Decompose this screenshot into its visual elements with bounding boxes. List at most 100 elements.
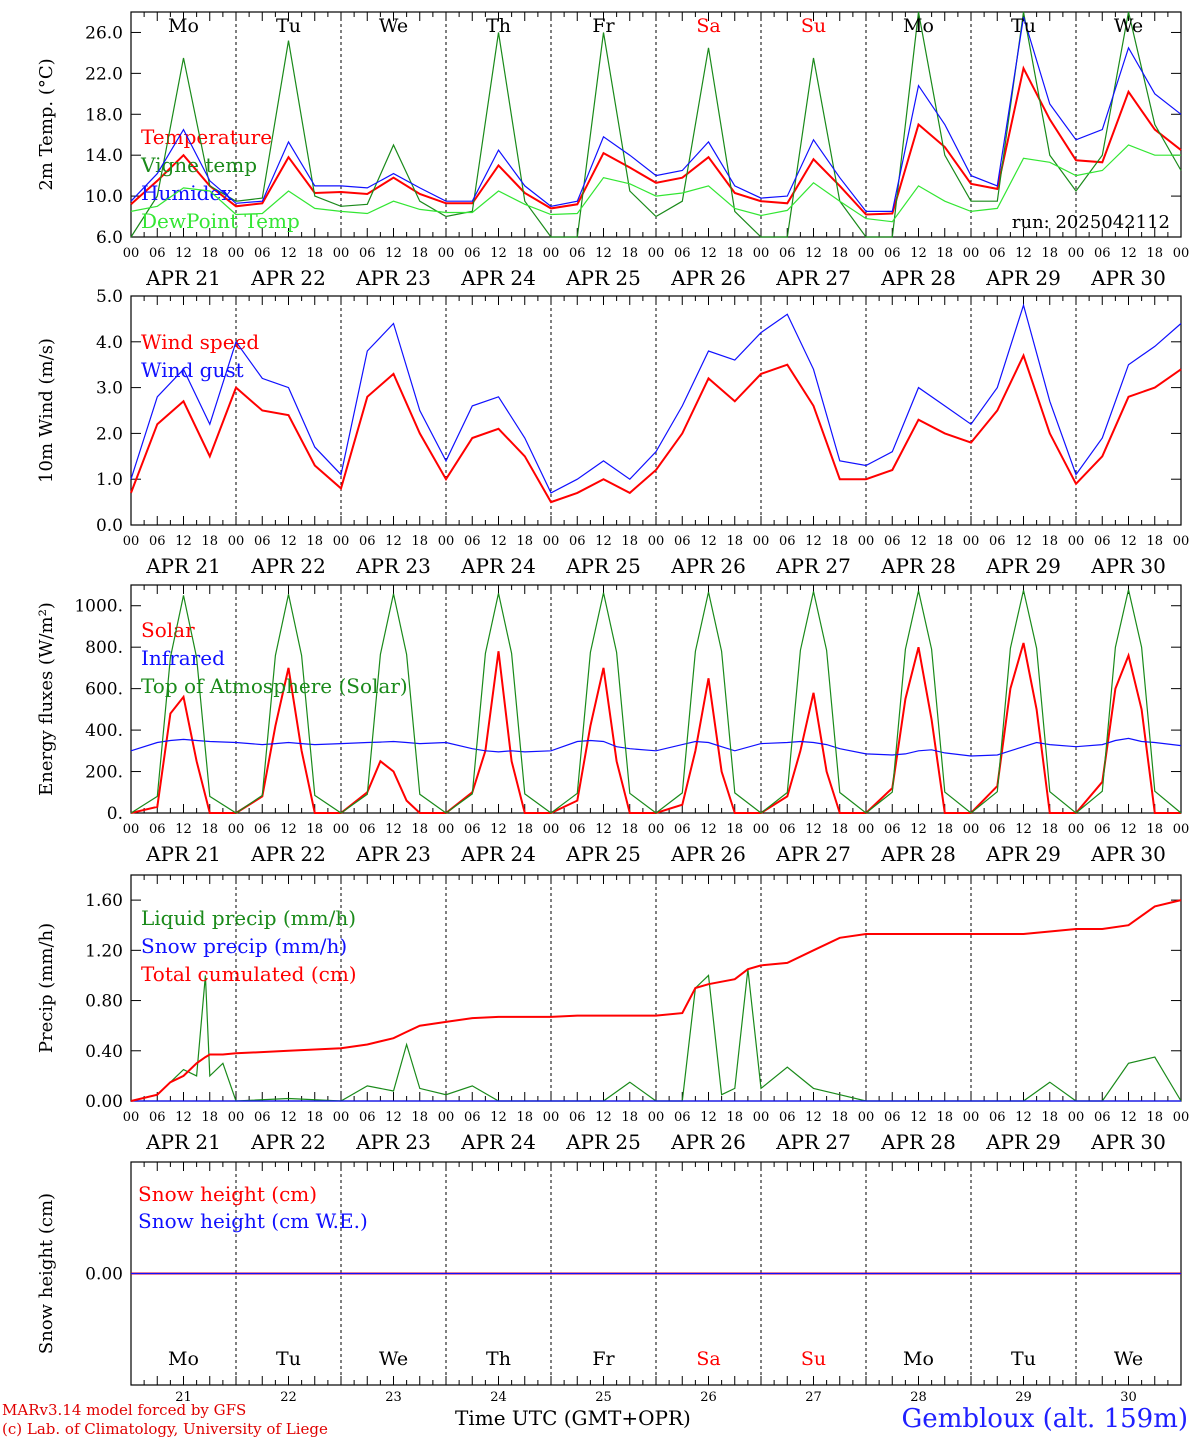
weekday-label: Mo — [168, 1348, 199, 1370]
hour-tick-label: 06 — [1094, 822, 1111, 837]
hour-tick-label: 00 — [438, 246, 455, 261]
legend-entry: Temperature — [141, 125, 272, 149]
hour-tick-label: 12 — [490, 246, 507, 261]
hour-tick-label: 12 — [175, 246, 192, 261]
hour-tick-label: 00 — [228, 246, 245, 261]
hour-tick-label: 12 — [490, 534, 507, 549]
hour-tick-label: 18 — [621, 246, 638, 261]
date-label: APR 30 — [1090, 554, 1166, 578]
day-number-label: 22 — [280, 1390, 297, 1405]
hour-tick-label: 18 — [516, 822, 533, 837]
weekday-label: Th — [486, 15, 511, 37]
hour-tick-label: 18 — [306, 534, 323, 549]
legend-entry: Liquid precip (mm/h) — [141, 906, 356, 930]
hour-tick-label: 06 — [674, 1110, 691, 1125]
hour-tick-label: 18 — [936, 534, 953, 549]
date-label: APR 26 — [670, 266, 746, 290]
hour-tick-label: 06 — [989, 246, 1006, 261]
date-label: APR 26 — [670, 1130, 746, 1154]
hour-tick-label: 12 — [385, 1110, 402, 1125]
hour-tick-label: 18 — [831, 246, 848, 261]
day-number-label: 29 — [1015, 1390, 1032, 1405]
hour-tick-label: 00 — [123, 534, 140, 549]
hour-tick-label: 18 — [726, 534, 743, 549]
weekday-label: Tu — [1011, 1348, 1036, 1370]
hour-tick-label: 12 — [385, 822, 402, 837]
day-number-label: 21 — [175, 1390, 192, 1405]
legend-entry: Total cumulated (cm) — [141, 962, 357, 986]
date-label: APR 25 — [565, 1130, 641, 1154]
hour-tick-label: 18 — [936, 246, 953, 261]
hour-tick-label: 06 — [254, 822, 271, 837]
day-number-label: 25 — [595, 1390, 612, 1405]
hour-tick-label: 18 — [411, 534, 428, 549]
hour-tick-label: 00 — [753, 822, 770, 837]
legend-entry: DewPoint Temp — [141, 209, 300, 233]
hour-tick-label: 18 — [306, 822, 323, 837]
hour-tick-label: 12 — [385, 534, 402, 549]
series-line-dewpoint-temp — [130, 144, 1181, 223]
hour-tick-label: 06 — [884, 246, 901, 261]
hour-tick-label: 06 — [989, 534, 1006, 549]
hour-tick-label: 12 — [1015, 246, 1032, 261]
hour-tick-label: 06 — [779, 246, 796, 261]
hour-tick-label: 00 — [228, 822, 245, 837]
hour-tick-label: 12 — [175, 1110, 192, 1125]
day-number-label: 24 — [490, 1390, 507, 1405]
hour-tick-label: 18 — [831, 534, 848, 549]
panel-frame — [130, 11, 1182, 238]
hour-tick-label: 06 — [989, 822, 1006, 837]
y-tick-label: 600. — [85, 680, 123, 700]
hour-tick-label: 12 — [175, 534, 192, 549]
y-tick-label: 0.40 — [85, 1042, 123, 1062]
hour-tick-label: 06 — [569, 534, 586, 549]
y-tick-label: 0.00 — [85, 1265, 123, 1285]
hour-tick-label: 12 — [1120, 1110, 1137, 1125]
weekday-label: We — [379, 15, 408, 37]
date-label: APR 24 — [460, 266, 536, 290]
hour-tick-label: 18 — [1146, 534, 1163, 549]
hour-tick-label: 12 — [385, 246, 402, 261]
hour-tick-label: 06 — [674, 246, 691, 261]
hour-tick-label: 06 — [1094, 534, 1111, 549]
hour-tick-label: 12 — [280, 534, 297, 549]
date-label: APR 23 — [355, 554, 431, 578]
hour-tick-label: 12 — [490, 822, 507, 837]
series-line-total-cumulated-cm- — [130, 899, 1182, 1102]
hour-tick-label: 18 — [1041, 534, 1058, 549]
hour-tick-label: 18 — [621, 1110, 638, 1125]
hour-tick-label: 18 — [411, 1110, 428, 1125]
hour-tick-label: 06 — [674, 822, 691, 837]
y-tick-label: 1.60 — [85, 891, 123, 911]
series-line-wind-gust — [130, 303, 1182, 494]
credit-model: MARv3.14 model forced by GFS — [2, 1401, 247, 1419]
hour-tick-label: 12 — [910, 534, 927, 549]
hour-tick-label: 06 — [359, 246, 376, 261]
hour-tick-label: 06 — [1094, 246, 1111, 261]
hour-tick-label: 00 — [123, 246, 140, 261]
y-axis-label: Snow height (cm) — [36, 1193, 57, 1354]
hour-tick-label: 06 — [569, 246, 586, 261]
hour-tick-label: 00 — [543, 822, 560, 837]
hour-tick-label: 12 — [700, 246, 717, 261]
y-tick-label: 4.0 — [96, 333, 123, 353]
date-label: APR 24 — [460, 554, 536, 578]
hour-tick-label: 18 — [936, 822, 953, 837]
hour-tick-label: 06 — [779, 1110, 796, 1125]
hour-tick-label: 12 — [910, 246, 927, 261]
hour-tick-label: 00 — [753, 534, 770, 549]
hour-tick-label: 00 — [543, 534, 560, 549]
date-label: APR 23 — [355, 1130, 431, 1154]
hour-tick-label: 12 — [1120, 246, 1137, 261]
hour-tick-label: 12 — [1015, 822, 1032, 837]
hour-tick-label: 00 — [333, 246, 350, 261]
hour-tick-label: 00 — [1173, 534, 1190, 549]
legend-entry: Top of Atmosphere (Solar) — [141, 674, 408, 698]
hour-tick-label: 06 — [149, 822, 166, 837]
hour-tick-label: 12 — [805, 246, 822, 261]
legend-entry: Solar — [141, 618, 195, 642]
hour-tick-label: 12 — [595, 246, 612, 261]
y-tick-label: 22.0 — [85, 64, 123, 84]
hour-tick-label: 12 — [280, 246, 297, 261]
